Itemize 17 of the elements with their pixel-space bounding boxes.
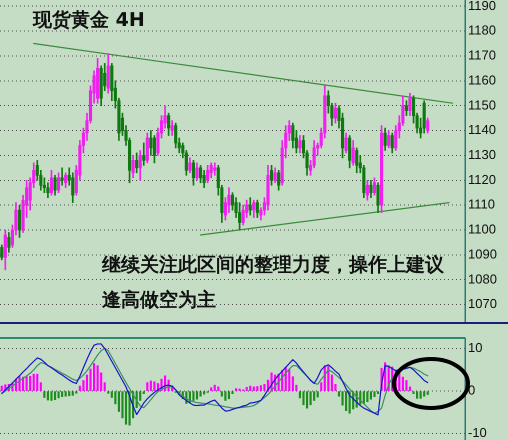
y-tick-label: 1080 [468, 271, 497, 286]
y-tick-label: 1160 [468, 72, 496, 88]
annotation: 继续关注此区间的整理力度，操作上建议逢高做空为主 [102, 253, 445, 313]
y-tick-label: 1100 [468, 222, 496, 237]
y-tick-label: 1140 [468, 122, 496, 138]
y-tick-label: 1190 [468, 0, 496, 13]
y-tick-label: 1120 [468, 172, 496, 187]
y-tick-label: -10 [468, 425, 487, 440]
y-tick-label: 1180 [468, 22, 496, 38]
y-tick-label: 1170 [468, 48, 496, 63]
y-tick-label: 1130 [468, 146, 496, 162]
y-tick-label: 10 [468, 340, 482, 356]
y-tick-label: 1150 [468, 97, 496, 112]
y-tick-label: 1110 [468, 196, 495, 212]
y-tick-label: 1070 [468, 296, 497, 312]
text: 现货黄金 4H [33, 8, 145, 32]
y-tick-label: 1090 [468, 246, 497, 262]
